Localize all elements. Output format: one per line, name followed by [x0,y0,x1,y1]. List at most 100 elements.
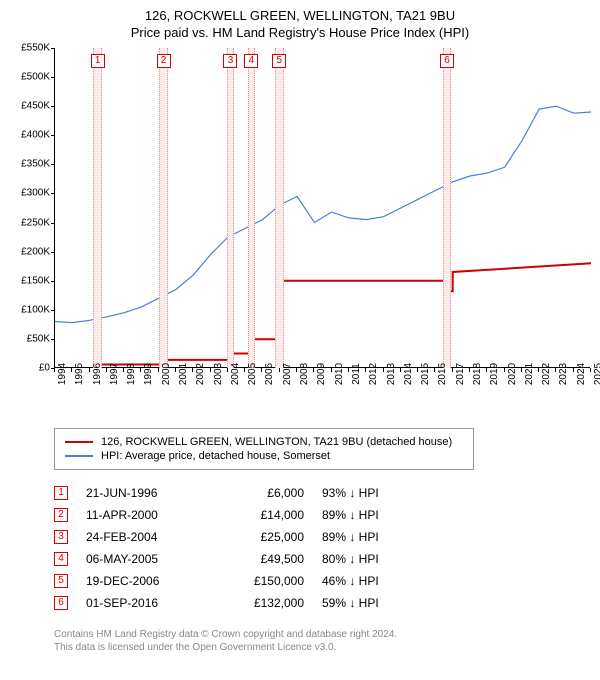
x-tick-label: 2013 [386,363,397,385]
x-tick-label: 2020 [507,363,518,385]
footer-line2: This data is licensed under the Open Gov… [54,641,590,654]
legend-label: 126, ROCKWELL GREEN, WELLINGTON, TA21 9B… [101,436,452,448]
transaction-marker: 5 [272,54,286,68]
x-tick-mark [573,368,574,372]
x-tick-mark [71,368,72,372]
y-tick-mark [51,193,55,194]
y-tick-mark [51,223,55,224]
x-tick-mark [538,368,539,372]
legend-item: HPI: Average price, detached house, Some… [65,449,463,463]
transaction-diff: 89% ↓ HPI [322,530,432,544]
x-tick-label: 2005 [247,363,258,385]
x-tick-label: 2012 [368,363,379,385]
x-tick-label: 2001 [178,363,189,385]
x-tick-mark [313,368,314,372]
y-tick-mark [51,164,55,165]
x-tick-mark [434,368,435,372]
x-tick-label: 1994 [57,363,68,385]
y-tick-mark [51,135,55,136]
x-tick-mark [140,368,141,372]
x-tick-label: 1999 [143,363,154,385]
x-tick-label: 2014 [403,363,414,385]
x-tick-mark [400,368,401,372]
x-tick-label: 2023 [558,363,569,385]
x-tick-mark [261,368,262,372]
y-tick-mark [51,77,55,78]
x-tick-label: 2003 [213,363,224,385]
x-tick-mark [348,368,349,372]
transaction-date: 01-SEP-2016 [86,596,196,610]
transaction-band [227,48,234,368]
y-tick-mark [51,106,55,107]
transaction-marker: 6 [440,54,454,68]
x-tick-mark [123,368,124,372]
legend-swatch [65,455,93,457]
x-tick-label: 1996 [92,363,103,385]
transaction-number: 5 [54,574,68,588]
transaction-number: 1 [54,486,68,500]
transaction-diff: 80% ↓ HPI [322,552,432,566]
transaction-row: 324-FEB-2004£25,00089% ↓ HPI [54,526,590,548]
transaction-band [159,48,168,368]
transaction-price: £14,000 [214,508,304,522]
x-tick-label: 2002 [195,363,206,385]
transaction-number: 6 [54,596,68,610]
chart-area: £0£50K£100K£150K£200K£250K£300K£350K£400… [10,48,590,418]
hpi-line [55,106,591,322]
y-tick-label: £100K [21,304,50,315]
transaction-diff: 89% ↓ HPI [322,508,432,522]
transaction-date: 21-JUN-1996 [86,486,196,500]
y-tick-mark [51,281,55,282]
y-tick-mark [51,339,55,340]
chart-container: 126, ROCKWELL GREEN, WELLINGTON, TA21 9B… [0,0,600,662]
y-tick-label: £50K [27,333,50,344]
transaction-price: £49,500 [214,552,304,566]
x-tick-mark [383,368,384,372]
x-tick-label: 2025 [593,363,600,385]
y-tick-label: £350K [21,159,50,170]
transaction-date: 19-DEC-2006 [86,574,196,588]
x-tick-label: 2006 [264,363,275,385]
transaction-price: £6,000 [214,486,304,500]
transaction-band [93,48,102,368]
transaction-marker: 3 [223,54,237,68]
x-tick-mark [331,368,332,372]
y-tick-mark [51,252,55,253]
y-tick-label: £250K [21,217,50,228]
transaction-band [443,48,452,368]
x-tick-label: 2019 [489,363,500,385]
y-axis: £0£50K£100K£150K£200K£250K£300K£350K£400… [10,48,54,368]
transaction-marker: 2 [157,54,171,68]
transaction-marker: 4 [244,54,258,68]
x-tick-label: 1998 [126,363,137,385]
transaction-number: 3 [54,530,68,544]
legend-label: HPI: Average price, detached house, Some… [101,450,330,462]
x-tick-label: 1995 [74,363,85,385]
x-tick-label: 2004 [230,363,241,385]
y-tick-label: £150K [21,275,50,286]
transaction-price: £25,000 [214,530,304,544]
transaction-row: 121-JUN-1996£6,00093% ↓ HPI [54,482,590,504]
x-tick-mark [175,368,176,372]
x-tick-label: 1997 [109,363,120,385]
x-tick-mark [106,368,107,372]
x-tick-mark [469,368,470,372]
transaction-price: £150,000 [214,574,304,588]
footer-attribution: Contains HM Land Registry data © Crown c… [54,628,590,654]
x-tick-label: 2017 [455,363,466,385]
x-tick-mark [296,368,297,372]
y-tick-label: £500K [21,72,50,83]
x-tick-mark [192,368,193,372]
x-tick-label: 2009 [316,363,327,385]
chart-svg [55,48,591,368]
x-tick-mark [158,368,159,372]
x-tick-label: 2000 [161,363,172,385]
transaction-marker: 1 [91,54,105,68]
x-tick-mark [279,368,280,372]
transaction-band [275,48,284,368]
x-tick-mark [486,368,487,372]
x-tick-mark [555,368,556,372]
x-tick-mark [590,368,591,372]
x-tick-mark [227,368,228,372]
transaction-date: 11-APR-2000 [86,508,196,522]
